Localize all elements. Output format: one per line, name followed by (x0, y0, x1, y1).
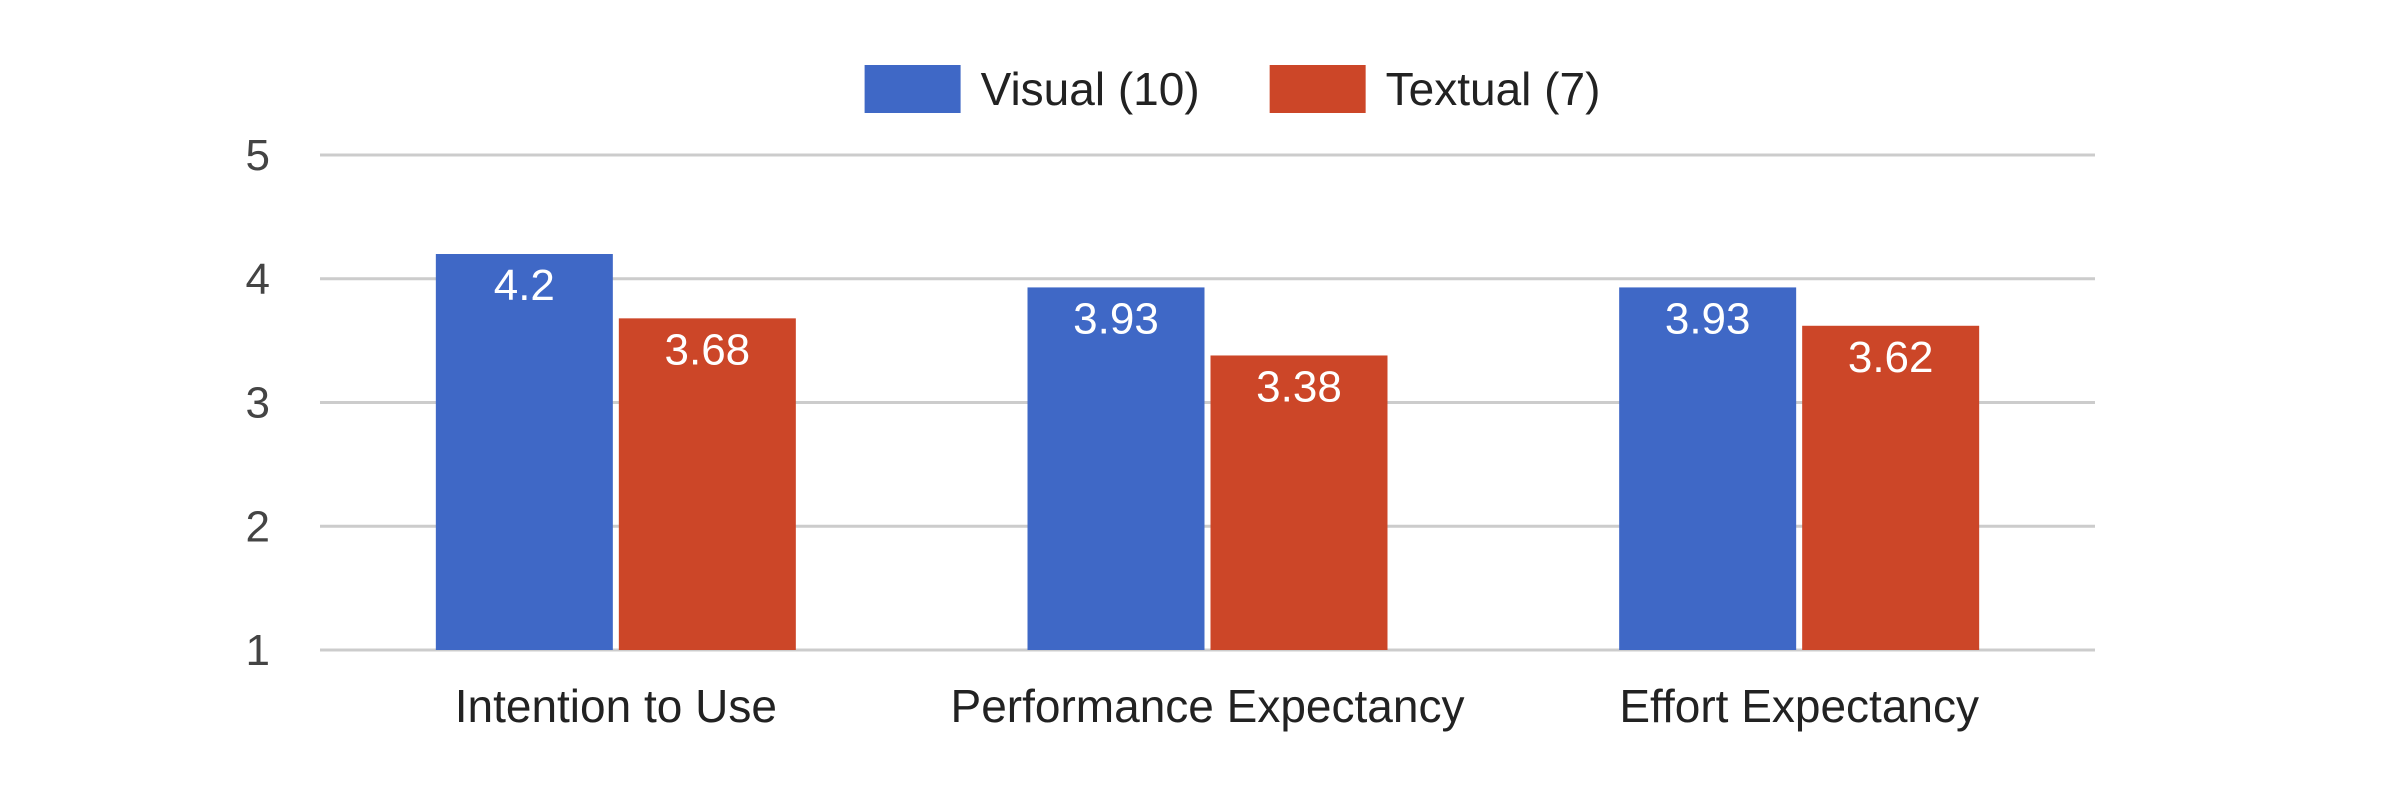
data-label: 3.93 (1073, 294, 1159, 343)
legend-swatch (864, 65, 961, 113)
bar (1210, 355, 1388, 650)
x-category-label: Effort Expectancy (1619, 680, 1979, 732)
data-label: 4.2 (494, 261, 555, 310)
y-tick-label: 3 (246, 379, 270, 428)
bar (1619, 287, 1797, 650)
bar (435, 254, 613, 650)
legend-label: Textual (7) (1386, 63, 1601, 115)
bars (435, 254, 1980, 650)
x-category-label: Intention to Use (455, 680, 777, 732)
gridlines (320, 153, 2095, 652)
y-tick-label: 1 (246, 626, 270, 675)
y-tick-label: 4 (246, 255, 270, 304)
data-label: 3.38 (1256, 362, 1342, 411)
x-axis-categories: Intention to Use Performance Expectancy Ef… (455, 680, 1979, 732)
y-tick-label: 2 (246, 502, 270, 551)
y-tick-label: 5 (246, 131, 270, 180)
data-labels: 4.2 3.68 3.93 3.38 3.93 3.62 (494, 261, 1934, 411)
x-category-label: Performance Expectancy (951, 680, 1465, 732)
data-label: 3.68 (665, 325, 751, 374)
legend-label: Visual (10) (981, 63, 1200, 115)
data-label: 3.93 (1665, 294, 1751, 343)
y-axis-ticks: 1 2 3 4 5 (246, 131, 270, 675)
legend: Visual (10) Textual (7) (864, 63, 1601, 115)
data-label: 3.62 (1848, 333, 1934, 382)
bar (1802, 325, 1980, 650)
bar (618, 318, 796, 650)
legend-swatch (1269, 65, 1366, 113)
bar (1027, 287, 1205, 650)
